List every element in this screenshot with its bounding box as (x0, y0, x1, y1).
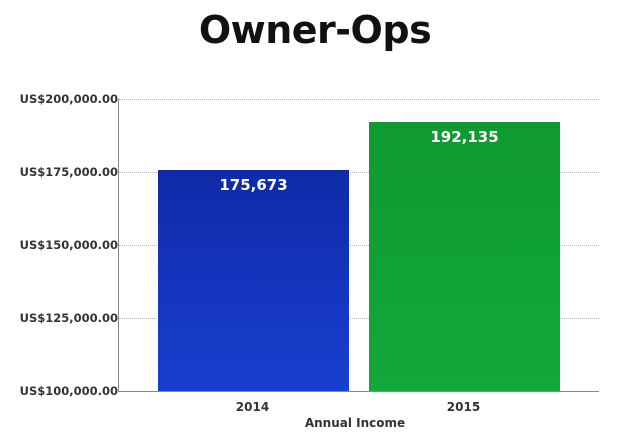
bar-value-label: 175,673 (219, 176, 288, 195)
x-tick-label: 2015 (446, 400, 481, 414)
y-tick-label: US$100,000.00 (19, 384, 118, 398)
chart-title: Owner-Ops (198, 8, 432, 52)
bar-2014: 175,673 (158, 170, 349, 391)
x-axis-label: Annual Income (304, 416, 406, 430)
gridline (119, 172, 599, 173)
plot-area: 175,673 192,135 (118, 99, 599, 392)
gridline (119, 99, 599, 100)
bar-2015: 192,135 (369, 121, 560, 391)
bar-value-label: 192,135 (430, 127, 499, 146)
gridline (119, 318, 599, 319)
x-tick-label: 2014 (235, 400, 270, 414)
y-tick-label: US$175,000.00 (19, 165, 118, 179)
y-tick-label: US$150,000.00 (19, 238, 118, 252)
gridline (119, 245, 599, 246)
y-tick-label: US$125,000.00 (19, 311, 118, 325)
y-tick-label: US$200,000.00 (19, 92, 118, 106)
